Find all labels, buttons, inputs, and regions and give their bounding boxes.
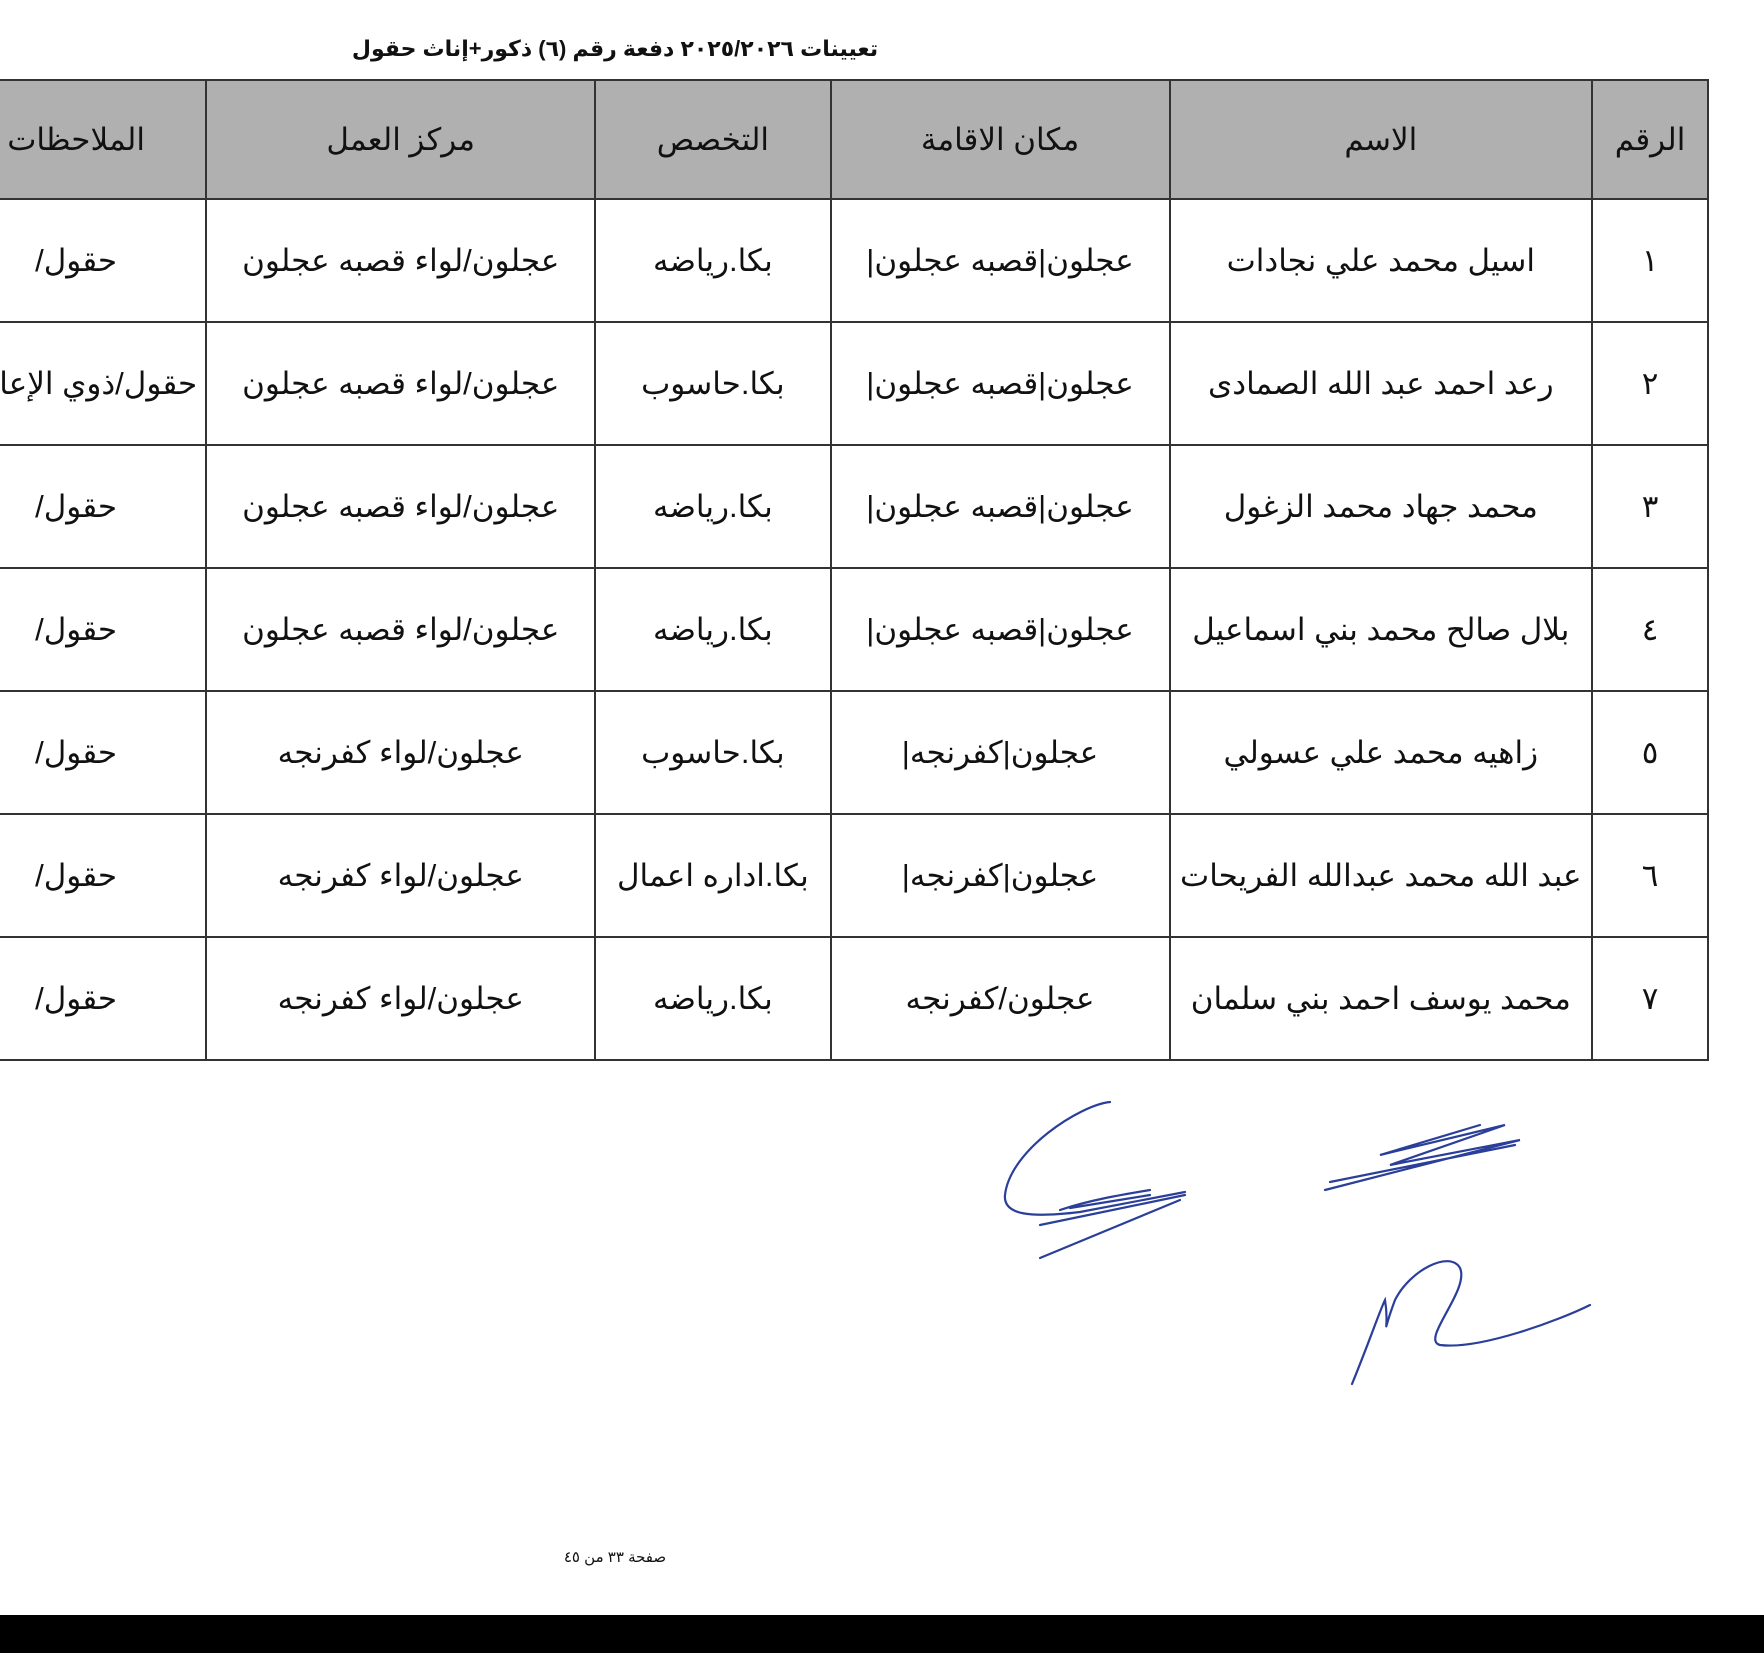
appointments-table: الرقم الاسم مكان الاقامة التخصص مركز الع… [0, 79, 1709, 1061]
cell-name: عبد الله محمد عبدالله الفريحات [1168, 813, 1594, 938]
cell-workplace: عجلون/لواء كفرنجه [205, 936, 597, 1061]
cell-workplace: عجلون/لواء كفرنجه [205, 690, 597, 815]
cell-residence: عجلون|قصبه عجلون| [829, 198, 1171, 323]
cell-specialization: بكا.رياضه [594, 444, 832, 569]
cell-number: ٥ [1591, 690, 1709, 815]
cell-number: ٦ [1591, 813, 1709, 938]
cell-specialization: بكا.رياضه [594, 936, 832, 1061]
cell-workplace: عجلون/لواء قصبه عجلون [205, 567, 597, 692]
cell-residence: عجلون|قصبه عجلون| [829, 567, 1171, 692]
signature-1 [1003, 1100, 1187, 1260]
document-title: تعيينات ٢٠٢٥/٢٠٢٦ دفعة رقم (٦) ذكور+إناث… [351, 36, 879, 61]
cell-notes: حقول/ [0, 936, 208, 1061]
cell-notes: حقول/ [0, 444, 208, 569]
cell-workplace: عجلون/لواء قصبه عجلون [205, 444, 597, 569]
cell-residence: عجلون|كفرنجه| [829, 813, 1171, 938]
cell-workplace: عجلون/لواء كفرنجه [205, 813, 597, 938]
header-specialization: التخصص [594, 79, 832, 200]
cell-number: ٣ [1591, 444, 1709, 569]
header-notes: الملاحظات [0, 79, 208, 200]
signature-3 [1350, 1260, 1592, 1386]
header-number: الرقم [1591, 79, 1709, 200]
header-residence: مكان الاقامة [829, 79, 1171, 200]
cell-notes: حقول/ [0, 813, 208, 938]
table-header-row: الرقم الاسم مكان الاقامة التخصص مركز الع… [0, 79, 1709, 200]
cell-name: زاهيه محمد علي عسولي [1168, 690, 1594, 815]
cell-workplace: عجلون/لواء قصبه عجلون [205, 321, 597, 446]
cell-residence: عجلون|قصبه عجلون| [829, 321, 1171, 446]
cell-specialization: بكا.رياضه [594, 198, 832, 323]
cell-name: محمد يوسف احمد بني سلمان [1168, 936, 1594, 1061]
cell-name: محمد جهاد محمد الزغول [1168, 444, 1594, 569]
cell-number: ٢ [1591, 321, 1709, 446]
cell-notes: حقول/ذوي الإعاقة [0, 321, 208, 446]
cell-number: ٧ [1591, 936, 1709, 1061]
cell-workplace: عجلون/لواء قصبه عجلون [205, 198, 597, 323]
table-row: ٢ رعد احمد عبد الله الصمادى عجلون|قصبه عجل… [0, 321, 1709, 446]
table-row: ٥ زاهيه محمد علي عسولي عجلون|كفرنجه| بكا.حا… [0, 690, 1709, 815]
header-name: الاسم [1168, 79, 1594, 200]
cell-specialization: بكا.اداره اعمال [594, 813, 832, 938]
cell-notes: حقول/ [0, 567, 208, 692]
cell-notes: حقول/ [0, 690, 208, 815]
table-row: ٤ بلال صالح محمد بني اسماعيل عجلون|قصبه عج… [0, 567, 1709, 692]
cell-specialization: بكا.حاسوب [594, 321, 832, 446]
table-row: ١ اسيل محمد علي نجادات عجلون|قصبه عجلون| بك… [0, 198, 1709, 323]
table-row: ٣ محمد جهاد محمد الزغول عجلون|قصبه عجلون| ب… [0, 444, 1709, 569]
signature-2 [1323, 1123, 1521, 1192]
cell-name: بلال صالح محمد بني اسماعيل [1168, 567, 1594, 692]
cell-name: اسيل محمد علي نجادات [1168, 198, 1594, 323]
scan-border [0, 1615, 1764, 1653]
cell-residence: عجلون|قصبه عجلون| [829, 444, 1171, 569]
cell-residence: عجلون|كفرنجه| [829, 690, 1171, 815]
header-workplace: مركز العمل [205, 79, 597, 200]
page-number: صفحة ٣٣ من ٤٥ [563, 1549, 667, 1566]
cell-specialization: بكا.رياضه [594, 567, 832, 692]
table-row: ٧ محمد يوسف احمد بني سلمان عجلون/كفرنجه بكا… [0, 936, 1709, 1061]
cell-specialization: بكا.حاسوب [594, 690, 832, 815]
table-row: ٦ عبد الله محمد عبدالله الفريحات عجلون|كفر… [0, 813, 1709, 938]
cell-number: ٤ [1591, 567, 1709, 692]
cell-residence: عجلون/كفرنجه [829, 936, 1171, 1061]
cell-notes: حقول/ [0, 198, 208, 323]
cell-number: ١ [1591, 198, 1709, 323]
cell-name: رعد احمد عبد الله الصمادى [1168, 321, 1594, 446]
